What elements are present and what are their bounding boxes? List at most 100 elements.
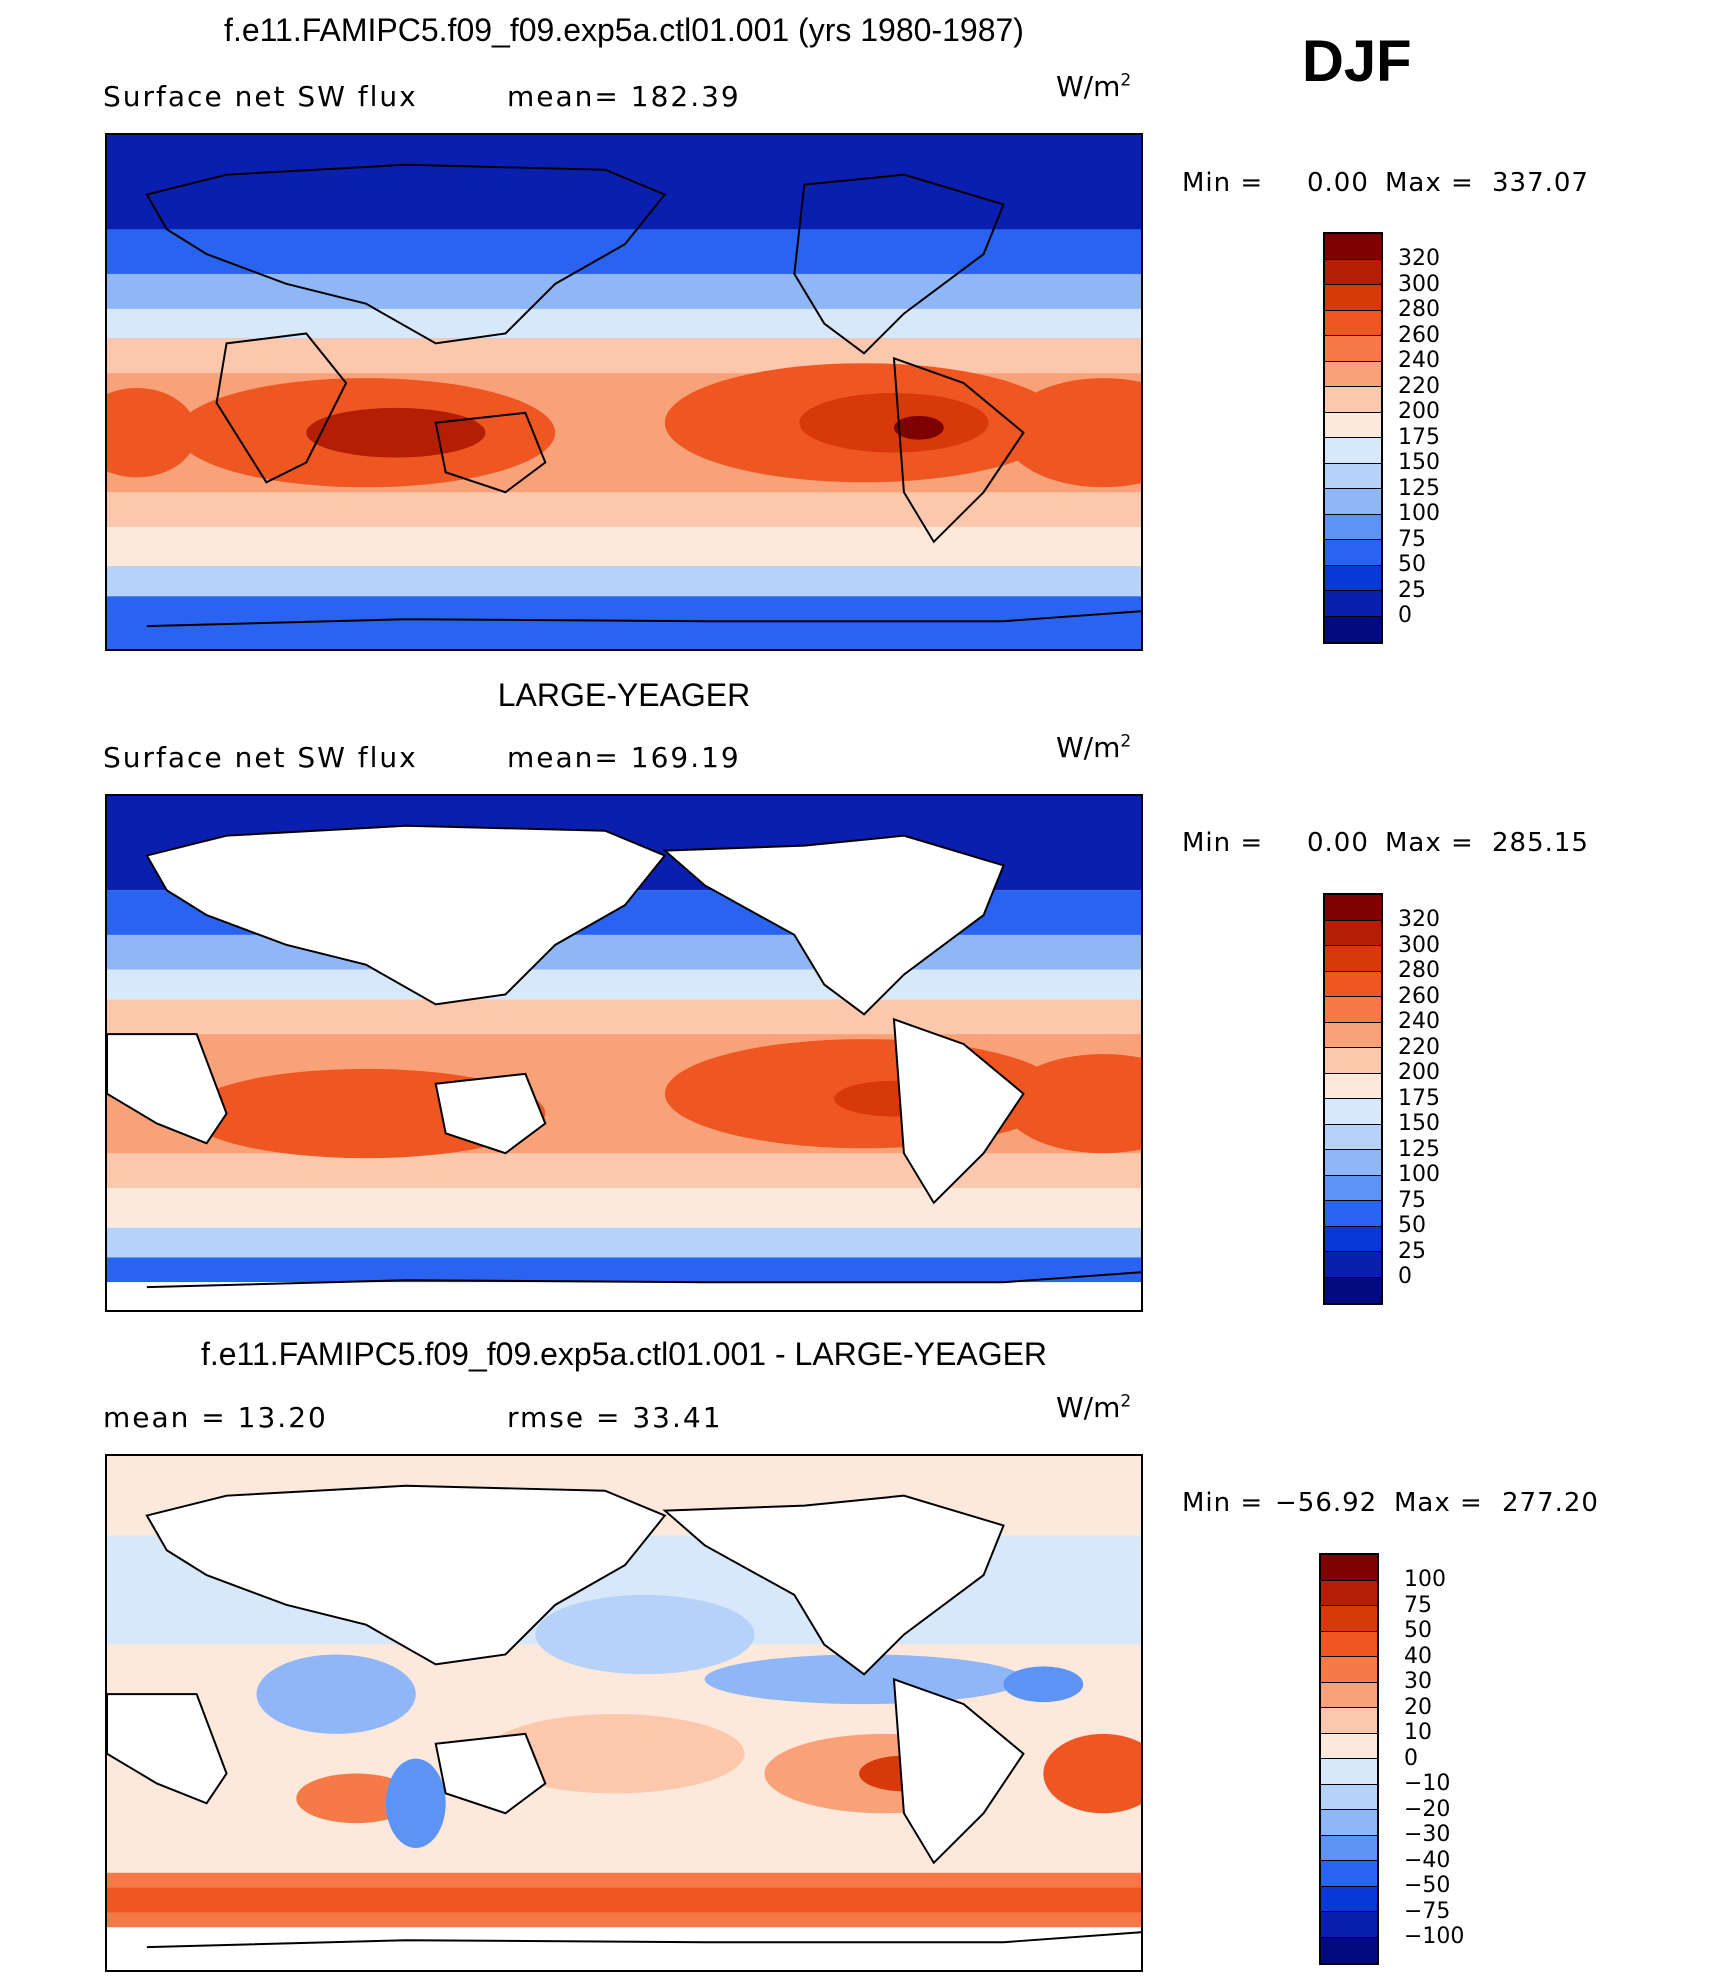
panel2-max-label: Max = xyxy=(1385,828,1474,858)
colorbar-swatch xyxy=(1321,1606,1377,1632)
colorbar-tick-label: 25 xyxy=(1398,1238,1426,1264)
panel1-max-label: Max = xyxy=(1385,168,1474,198)
colorbar-swatch xyxy=(1325,234,1381,260)
colorbar-swatch xyxy=(1321,1682,1377,1708)
colorbar-tick-label: 50 xyxy=(1398,552,1426,577)
colorbar-swatch xyxy=(1325,336,1381,362)
panel1-variable-label: Surface net SW flux xyxy=(103,80,418,113)
panel2-min-value: 0.00 xyxy=(1307,828,1369,858)
colorbar-tick-label: 50 xyxy=(1398,1213,1426,1238)
colorbar-tick-label: 150 xyxy=(1398,450,1440,475)
colorbar-swatch xyxy=(1325,310,1381,336)
colorbar-tick-label: 175 xyxy=(1398,424,1440,450)
colorbar-swatch xyxy=(1321,1886,1377,1912)
colorbar-tick-label: 280 xyxy=(1398,958,1440,983)
colorbar-tick-label: 300 xyxy=(1398,932,1440,958)
colorbar-swatch xyxy=(1321,1631,1377,1657)
colorbar-swatch xyxy=(1325,259,1381,285)
colorbar-swatch xyxy=(1325,1252,1381,1278)
colorbar-tick-label: −75 xyxy=(1404,1898,1451,1924)
colorbar-tick-label: 125 xyxy=(1398,475,1440,501)
colorbar-swatch xyxy=(1325,1277,1381,1303)
panel2-mean-label: mean= 169.19 xyxy=(507,741,741,774)
colorbar-tick-label: −100 xyxy=(1404,1924,1465,1949)
colorbar-tick-label: 320 xyxy=(1398,907,1440,932)
colorbar-swatch xyxy=(1321,1861,1377,1887)
panel2-max-value: 285.15 xyxy=(1492,828,1589,858)
panel1-unit-label: W/m2 xyxy=(1056,70,1132,103)
colorbar-swatch xyxy=(1321,1657,1377,1683)
panel2-variable-label: Surface net SW flux xyxy=(103,741,418,774)
colorbar-swatch xyxy=(1325,438,1381,464)
colorbar-tick-label: 220 xyxy=(1398,1034,1440,1060)
colorbar-tick-label: 75 xyxy=(1398,1187,1426,1213)
colorbar-tick-label: 175 xyxy=(1398,1085,1440,1111)
colorbar-swatch xyxy=(1325,1124,1381,1150)
colorbar-tick-label: −40 xyxy=(1404,1847,1451,1873)
colorbar-tick-label: −10 xyxy=(1404,1771,1451,1796)
panel3-colorbar xyxy=(1319,1553,1379,1965)
colorbar-swatch xyxy=(1325,361,1381,387)
panel1-max-value: 337.07 xyxy=(1492,168,1589,198)
colorbar-tick-label: −50 xyxy=(1404,1873,1451,1898)
colorbar-swatch xyxy=(1325,1048,1381,1074)
colorbar-tick-label: 240 xyxy=(1398,1009,1440,1034)
panel3-max-value: 277.20 xyxy=(1502,1488,1599,1518)
panel2-colorbar-labels: 320 300 280 260 240 220 200 175 150 125 100 75 50 25 0 xyxy=(1398,907,1440,1290)
colorbar-tick-label: 125 xyxy=(1398,1136,1440,1162)
colorbar-swatch xyxy=(1325,1022,1381,1048)
panel2-map-svg xyxy=(107,796,1141,1310)
colorbar-tick-label: 100 xyxy=(1404,1567,1446,1592)
colorbar-tick-label: 25 xyxy=(1398,577,1426,603)
colorbar-swatch xyxy=(1325,1201,1381,1227)
panel1-min-label: Min = xyxy=(1182,168,1264,198)
colorbar-tick-label: 100 xyxy=(1398,1162,1440,1187)
colorbar-swatch xyxy=(1325,616,1381,642)
panel2-map xyxy=(105,794,1143,1312)
colorbar-swatch xyxy=(1325,463,1381,489)
colorbar-swatch xyxy=(1325,971,1381,997)
colorbar-tick-label: 280 xyxy=(1398,297,1440,322)
colorbar-tick-label: −30 xyxy=(1404,1822,1451,1847)
colorbar-swatch xyxy=(1325,387,1381,413)
panel3-min-value: −56.92 xyxy=(1275,1488,1378,1518)
season-label: DJF xyxy=(1302,29,1412,94)
colorbar-swatch xyxy=(1321,1580,1377,1606)
colorbar-swatch xyxy=(1321,1733,1377,1759)
colorbar-swatch xyxy=(1325,946,1381,972)
panel3-unit-label: W/m2 xyxy=(1056,1391,1132,1424)
colorbar-tick-label: 0 xyxy=(1398,1264,1412,1289)
colorbar-swatch xyxy=(1321,1784,1377,1810)
panel3-map-svg xyxy=(107,1456,1141,1970)
colorbar-swatch xyxy=(1325,1099,1381,1125)
colorbar-swatch xyxy=(1325,412,1381,438)
colorbar-swatch xyxy=(1325,1226,1381,1252)
colorbar-swatch xyxy=(1321,1555,1377,1581)
panel3-mean-label: mean = 13.20 xyxy=(103,1401,328,1434)
colorbar-swatch xyxy=(1325,514,1381,540)
colorbar-swatch xyxy=(1325,1175,1381,1201)
colorbar-swatch xyxy=(1325,489,1381,515)
colorbar-tick-label: 320 xyxy=(1398,246,1440,271)
colorbar-tick-label: 20 xyxy=(1404,1694,1432,1720)
panel2-min-label: Min = xyxy=(1182,828,1264,858)
colorbar-swatch xyxy=(1321,1759,1377,1785)
colorbar-tick-label: 0 xyxy=(1404,1745,1418,1771)
colorbar-tick-label: 200 xyxy=(1398,1060,1440,1085)
colorbar-tick-label: 0 xyxy=(1398,603,1412,628)
panel1-colorbar xyxy=(1323,232,1383,644)
colorbar-tick-label: 200 xyxy=(1398,399,1440,424)
colorbar-tick-label: 100 xyxy=(1398,501,1440,526)
colorbar-tick-label: 30 xyxy=(1404,1669,1432,1694)
colorbar-tick-label: 75 xyxy=(1398,526,1426,552)
panel2-title: LARGE-YEAGER xyxy=(497,677,751,713)
colorbar-swatch xyxy=(1325,1150,1381,1176)
colorbar-tick-label: 260 xyxy=(1398,983,1440,1009)
panel1-map xyxy=(105,133,1143,651)
colorbar-tick-label: 220 xyxy=(1398,373,1440,399)
colorbar-tick-label: 50 xyxy=(1404,1618,1432,1643)
colorbar-tick-label: 75 xyxy=(1404,1592,1432,1618)
colorbar-swatch xyxy=(1325,285,1381,311)
panel3-map xyxy=(105,1454,1143,1972)
colorbar-swatch xyxy=(1325,565,1381,591)
